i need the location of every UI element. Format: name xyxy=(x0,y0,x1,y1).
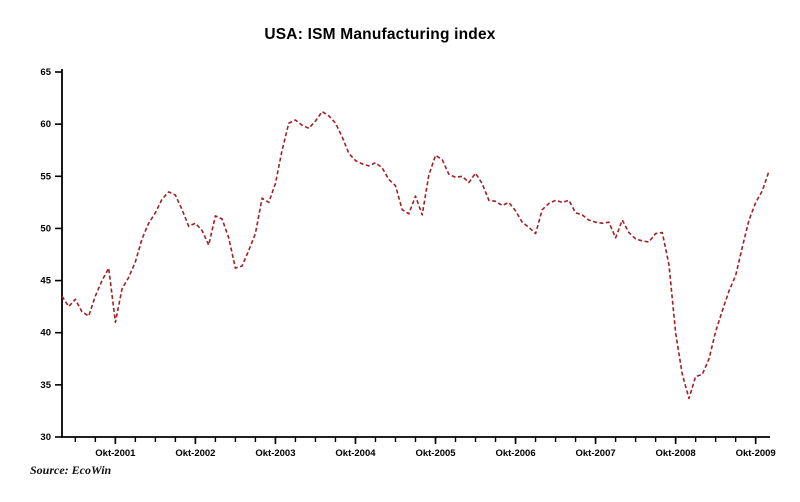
y-tick-label: 65 xyxy=(40,67,51,78)
x-tick-label: Okt-2002 xyxy=(175,448,215,459)
y-tick-label: 50 xyxy=(40,223,51,234)
y-tick-label: 40 xyxy=(40,328,51,339)
x-tick-label: Okt-2008 xyxy=(656,448,696,459)
source-label: Source: EcoWin xyxy=(30,463,112,477)
y-tick-label: 45 xyxy=(40,276,51,287)
x-tick-label: Okt-2004 xyxy=(335,448,376,459)
x-tick-label: Okt-2007 xyxy=(576,448,616,459)
x-tick-label: Okt-2009 xyxy=(736,448,776,459)
y-tick-label: 30 xyxy=(40,432,51,443)
y-tick-label: 35 xyxy=(40,380,51,391)
x-tick-label: Okt-2005 xyxy=(415,448,456,459)
x-tick-label: Okt-2003 xyxy=(255,448,295,459)
ism-line xyxy=(61,110,770,400)
chart-title: USA: ISM Manufacturing index xyxy=(264,26,496,43)
x-tick-label: Okt-2006 xyxy=(495,448,535,459)
y-tick-label: 55 xyxy=(40,171,51,182)
y-tick-label: 60 xyxy=(40,119,51,130)
x-tick-label: Okt-2001 xyxy=(95,448,136,459)
